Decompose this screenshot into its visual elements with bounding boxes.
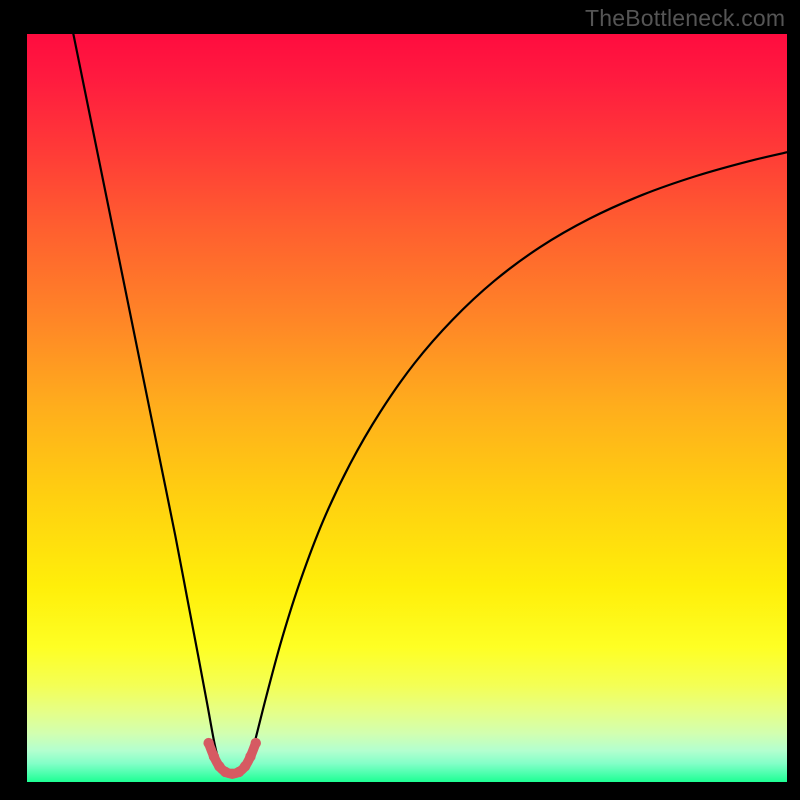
watermark-text: TheBottleneck.com [585, 5, 785, 32]
valley-marker-dot [245, 751, 255, 761]
valley-marker-dot [240, 761, 250, 771]
valley-marker-dot [251, 738, 261, 748]
chart-svg [27, 34, 787, 782]
plot-area [27, 34, 787, 782]
valley-marker-dot [203, 738, 213, 748]
valley-marker-dot [209, 751, 219, 761]
gradient-background [27, 34, 787, 782]
